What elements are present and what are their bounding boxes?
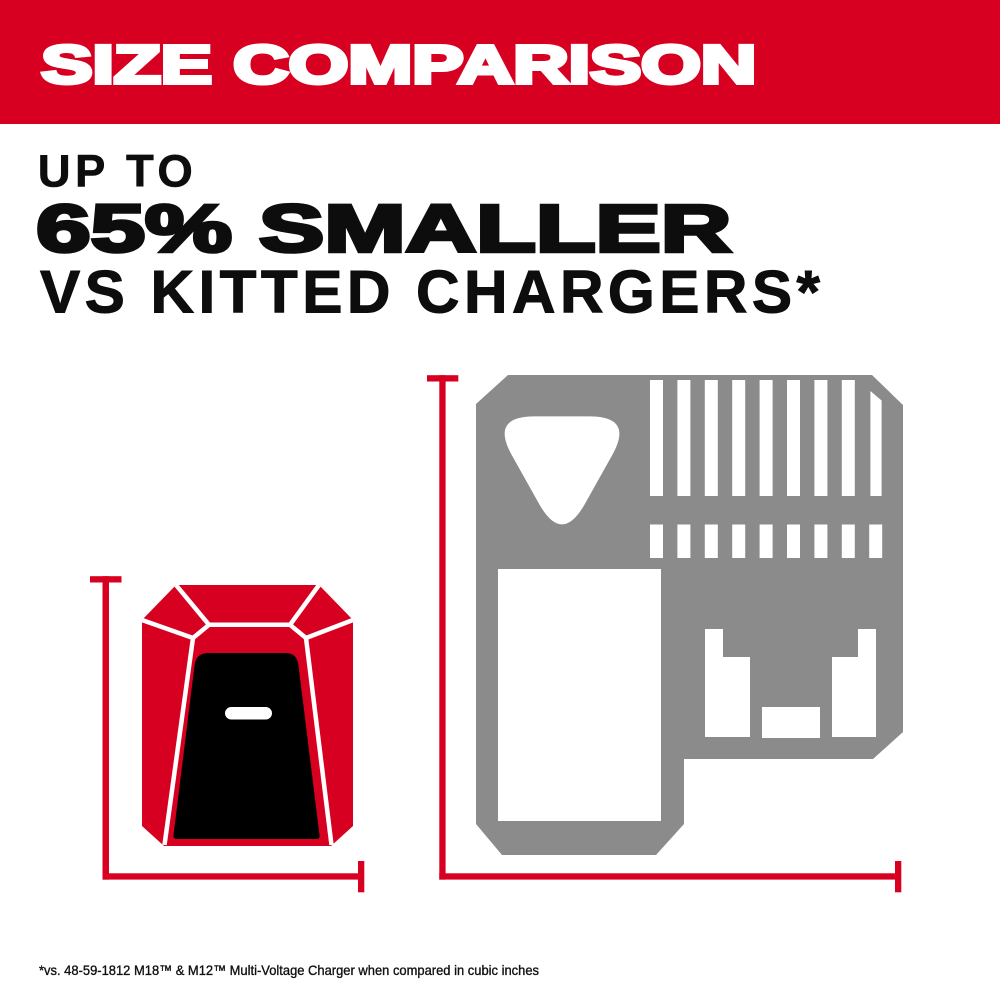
svg-text:VS KITTED CHARGERS*: VS KITTED CHARGERS* — [40, 258, 821, 326]
svg-text:*vs. 48-59-1812 M18™ & M12™ Mu: *vs. 48-59-1812 M18™ & M12™ Multi-Voltag… — [39, 962, 539, 978]
svg-text:SIZE COMPARISON: SIZE COMPARISON — [41, 36, 756, 95]
svg-text:UP TO: UP TO — [38, 146, 193, 197]
svg-text:65% SMALLER: 65% SMALLER — [36, 192, 731, 266]
